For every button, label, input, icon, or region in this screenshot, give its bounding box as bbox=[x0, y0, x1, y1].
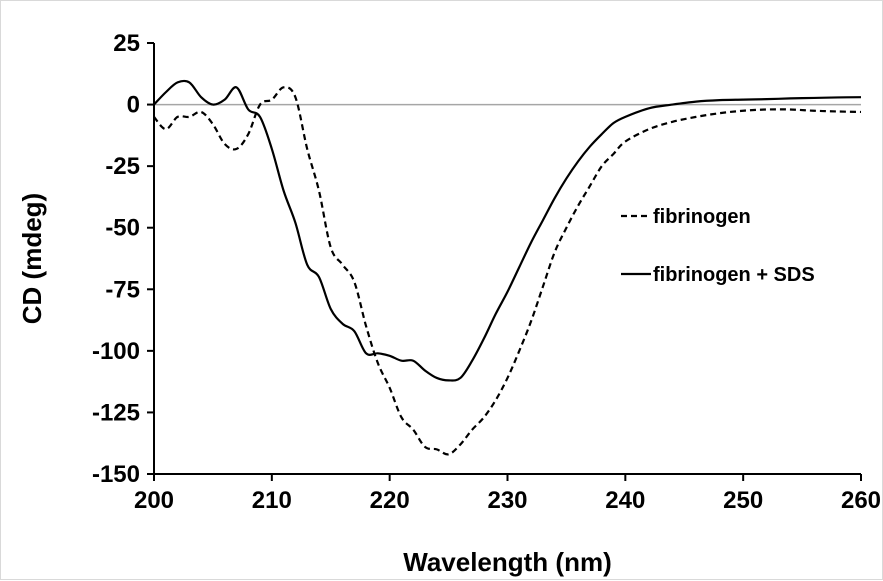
x-tick-label: 200 bbox=[134, 487, 174, 514]
x-tick-label: 240 bbox=[605, 487, 645, 514]
x-tick-label: 220 bbox=[370, 487, 410, 514]
legend-label-fibrinogen-sds: fibrinogen + SDS bbox=[653, 264, 815, 286]
y-tick-label: -25 bbox=[105, 153, 140, 180]
y-tick-label: -75 bbox=[105, 276, 140, 303]
x-tick-label: 230 bbox=[487, 487, 527, 514]
y-tick-label: -100 bbox=[92, 338, 140, 365]
x-axis-title: Wavelength (nm) bbox=[403, 547, 611, 577]
legend-label-fibrinogen: fibrinogen bbox=[653, 206, 751, 228]
series-line-fibrinogen-sds bbox=[153, 79, 862, 382]
y-tick-label: 25 bbox=[113, 30, 140, 57]
y-tick-label: 0 bbox=[127, 92, 140, 119]
y-tick-label: -125 bbox=[92, 399, 140, 426]
y-axis-title: CD (mdeg) bbox=[17, 193, 47, 324]
y-tick-label: -150 bbox=[92, 461, 140, 488]
x-tick-label: 260 bbox=[841, 487, 881, 514]
series-line-fibrinogen bbox=[153, 86, 862, 456]
x-tick-label: 250 bbox=[723, 487, 763, 514]
x-tick-label: 210 bbox=[252, 487, 292, 514]
y-tick-label: -50 bbox=[105, 215, 140, 242]
